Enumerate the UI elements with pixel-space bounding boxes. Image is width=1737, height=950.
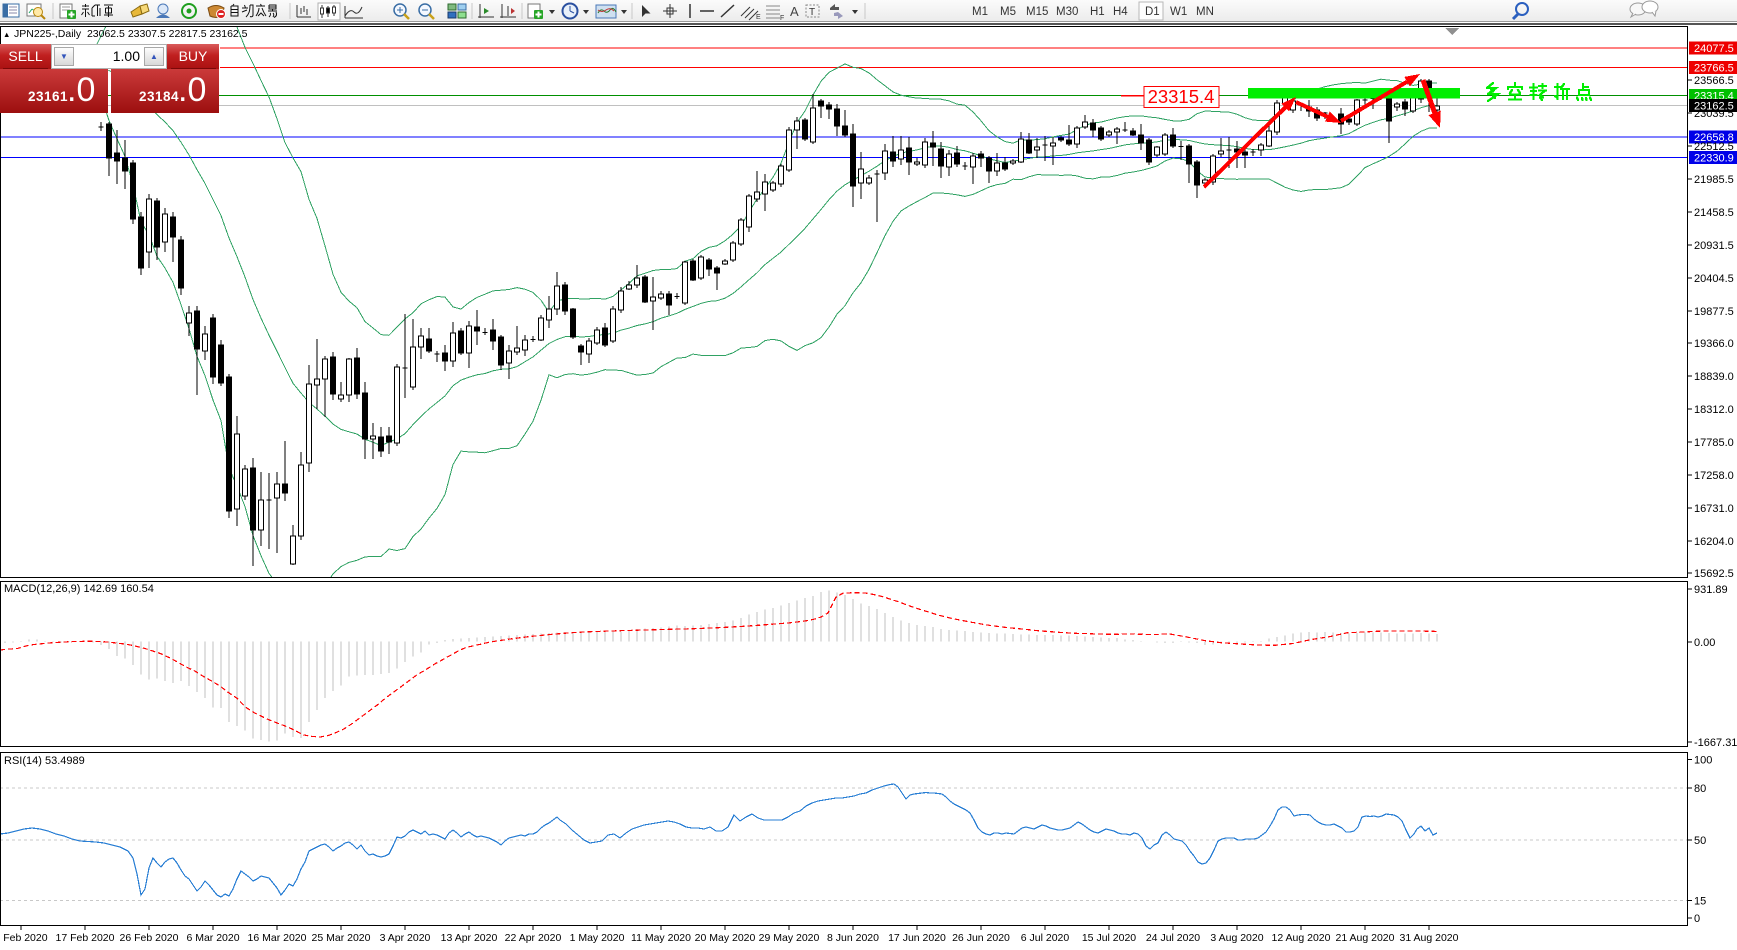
svg-text:22658.8: 22658.8 — [1694, 132, 1734, 144]
svg-text:M5: M5 — [1000, 6, 1016, 18]
svg-text:31 Aug 2020: 31 Aug 2020 — [1400, 932, 1459, 944]
svg-text:23039.5: 23039.5 — [1694, 108, 1734, 120]
svg-text:6 Mar 2020: 6 Mar 2020 — [186, 932, 239, 944]
svg-text:23766.5: 23766.5 — [1694, 62, 1734, 74]
svg-text:6 Jul 2020: 6 Jul 2020 — [1021, 932, 1070, 944]
svg-text:931.89: 931.89 — [1694, 584, 1728, 596]
svg-text:24 Jul 2020: 24 Jul 2020 — [1146, 932, 1200, 944]
svg-text:11 May 2020: 11 May 2020 — [631, 932, 691, 944]
svg-text:15692.5: 15692.5 — [1694, 568, 1734, 580]
svg-text:7 Feb 2020: 7 Feb 2020 — [0, 932, 48, 944]
svg-text:23566.5: 23566.5 — [1694, 75, 1734, 87]
svg-text:1 May 2020: 1 May 2020 — [570, 932, 625, 944]
svg-text:19877.5: 19877.5 — [1694, 306, 1734, 318]
svg-text:80: 80 — [1694, 783, 1706, 795]
svg-text:0: 0 — [1694, 913, 1700, 925]
svg-text:H1: H1 — [1090, 6, 1105, 18]
svg-text:F: F — [780, 15, 784, 22]
svg-text:22512.5: 22512.5 — [1694, 141, 1734, 153]
svg-text:MACD(12,26,9) 142.69 160.54: MACD(12,26,9) 142.69 160.54 — [4, 583, 154, 595]
svg-text:12 Aug 2020: 12 Aug 2020 — [1272, 932, 1331, 944]
svg-text:M15: M15 — [1026, 6, 1048, 18]
svg-text:20 May 2020: 20 May 2020 — [695, 932, 756, 944]
svg-text:100: 100 — [1694, 755, 1712, 767]
svg-text:3 Aug 2020: 3 Aug 2020 — [1210, 932, 1263, 944]
svg-text:22 Apr 2020: 22 Apr 2020 — [505, 932, 562, 944]
svg-text:21 Aug 2020: 21 Aug 2020 — [1336, 932, 1395, 944]
svg-text:22330.9: 22330.9 — [1694, 152, 1734, 164]
svg-text:16 Mar 2020: 16 Mar 2020 — [248, 932, 307, 944]
svg-text:W1: W1 — [1170, 6, 1187, 18]
svg-text:20931.5: 20931.5 — [1694, 240, 1734, 252]
svg-text:21985.5: 21985.5 — [1694, 174, 1734, 186]
svg-text:24077.5: 24077.5 — [1694, 43, 1734, 55]
svg-text:18312.0: 18312.0 — [1694, 404, 1734, 416]
svg-text:0.00: 0.00 — [1694, 637, 1715, 649]
svg-text:JPN225-,Daily 23062.5 23307.5: JPN225-,Daily 23062.5 23307.5 22817.5 23… — [14, 28, 248, 40]
svg-text:19366.0: 19366.0 — [1694, 338, 1734, 350]
svg-text:16731.0: 16731.0 — [1694, 503, 1734, 515]
svg-text:M1: M1 — [972, 6, 988, 18]
svg-text:25 Mar 2020: 25 Mar 2020 — [312, 932, 371, 944]
svg-text:29 May 2020: 29 May 2020 — [759, 932, 820, 944]
svg-text:17785.0: 17785.0 — [1694, 437, 1734, 449]
svg-text:23315.4: 23315.4 — [1148, 86, 1215, 107]
svg-text:15: 15 — [1694, 896, 1706, 908]
svg-text:17 Jun 2020: 17 Jun 2020 — [888, 932, 946, 944]
svg-text:A: A — [790, 4, 799, 19]
svg-text:15 Jul 2020: 15 Jul 2020 — [1082, 932, 1136, 944]
svg-text:8 Jun 2020: 8 Jun 2020 — [827, 932, 879, 944]
svg-text:H4: H4 — [1113, 6, 1128, 18]
svg-text:RSI(14) 53.4989: RSI(14) 53.4989 — [4, 755, 85, 767]
svg-text:-1667.31: -1667.31 — [1694, 737, 1737, 749]
svg-text:21458.5: 21458.5 — [1694, 207, 1734, 219]
svg-text:17 Feb 2020: 17 Feb 2020 — [56, 932, 115, 944]
svg-text:18839.0: 18839.0 — [1694, 371, 1734, 383]
svg-text:MN: MN — [1196, 6, 1214, 18]
svg-text:50: 50 — [1694, 835, 1706, 847]
svg-text:E: E — [756, 14, 761, 21]
svg-text:D1: D1 — [1145, 6, 1160, 18]
svg-text:26 Feb 2020: 26 Feb 2020 — [120, 932, 179, 944]
svg-text:23162.5: 23162.5 — [1694, 100, 1734, 112]
svg-text:3 Apr 2020: 3 Apr 2020 — [380, 932, 431, 944]
svg-text:13 Apr 2020: 13 Apr 2020 — [441, 932, 498, 944]
svg-text:26 Jun 2020: 26 Jun 2020 — [952, 932, 1010, 944]
svg-text:▲: ▲ — [3, 30, 10, 39]
svg-text:M30: M30 — [1056, 6, 1078, 18]
svg-text:17258.0: 17258.0 — [1694, 470, 1734, 482]
svg-text:16204.0: 16204.0 — [1694, 536, 1734, 548]
svg-text:T: T — [809, 7, 815, 18]
svg-text:20404.5: 20404.5 — [1694, 273, 1734, 285]
